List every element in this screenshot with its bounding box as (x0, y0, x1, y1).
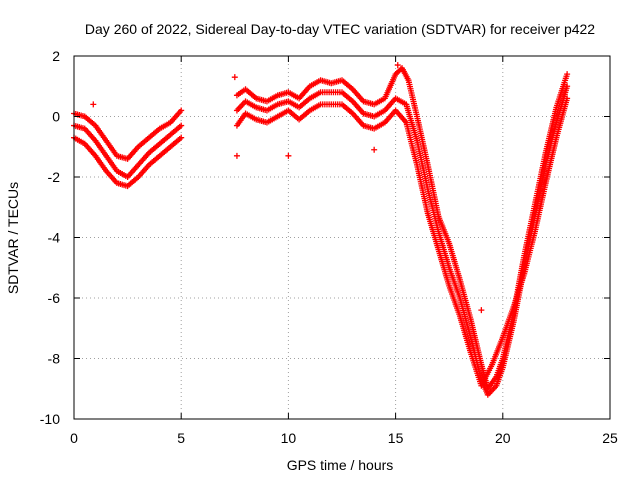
data-point (564, 71, 571, 78)
y-tick-label: 0 (52, 109, 60, 125)
y-tick-labels: -10 -8 -6 -4 -2 0 2 (40, 48, 60, 427)
data-point (371, 146, 378, 153)
chart-title: Day 260 of 2022, Sidereal Day-to-day VTE… (85, 21, 595, 37)
scatter-marks (71, 62, 571, 398)
data-point (564, 83, 571, 90)
y-axis-label: SDTVAR / TECUs (5, 182, 21, 294)
x-tick-label: 25 (602, 430, 618, 446)
data-point (178, 107, 185, 114)
data-point (285, 152, 292, 159)
x-axis-label: GPS time / hours (287, 457, 394, 473)
data-point (178, 134, 185, 141)
axis-ticks (73, 55, 611, 420)
series-track-c (71, 95, 571, 389)
data-point (178, 122, 185, 129)
y-tick-label: 2 (52, 48, 60, 64)
y-tick-label: -6 (48, 290, 61, 306)
y-tick-label: -8 (48, 351, 61, 367)
data-point (564, 95, 571, 102)
data-point (478, 307, 485, 314)
series-track-b (71, 83, 571, 398)
y-tick-label: -10 (40, 411, 60, 427)
data-point (231, 74, 238, 81)
grid (74, 56, 610, 419)
x-tick-label: 5 (177, 430, 185, 446)
data-point (90, 101, 97, 108)
x-tick-label: 10 (281, 430, 297, 446)
series-outliers (90, 62, 485, 314)
x-tick-labels: 0 5 10 15 20 25 (70, 430, 618, 446)
series-track-a (71, 65, 571, 392)
x-tick-label: 15 (388, 430, 404, 446)
y-tick-label: -4 (48, 230, 61, 246)
x-tick-label: 20 (495, 430, 511, 446)
data-point (394, 62, 401, 69)
x-tick-label: 0 (70, 430, 78, 446)
data-point (233, 152, 240, 159)
y-tick-label: -2 (48, 169, 61, 185)
